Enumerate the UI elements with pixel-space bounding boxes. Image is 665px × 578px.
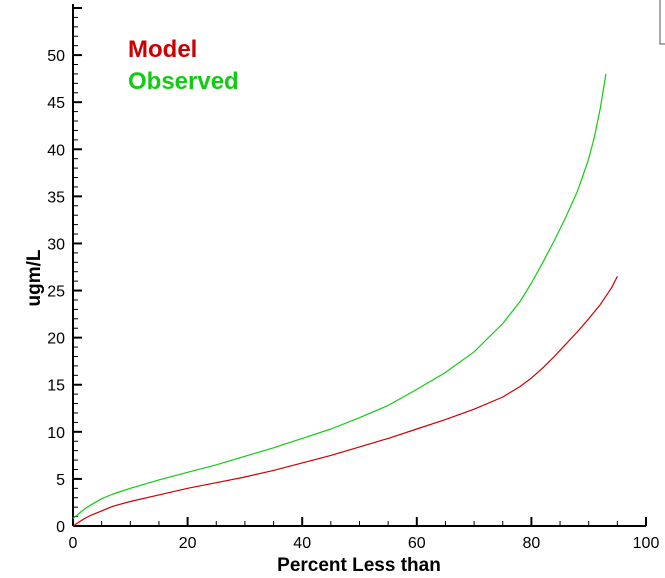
- y-tick-label: 40: [47, 142, 65, 159]
- x-axis-title: Percent Less than: [277, 555, 441, 576]
- x-tick-label: 100: [633, 535, 660, 552]
- y-tick-label: 25: [47, 284, 65, 301]
- y-axis-title: ugm/L: [24, 249, 45, 306]
- x-tick-label: 20: [179, 535, 197, 552]
- legend-item-model: Model: [128, 36, 197, 63]
- y-tick-label: 5: [56, 472, 65, 489]
- axes: [72, 4, 647, 527]
- y-tick-label: 0: [56, 519, 65, 536]
- tick-labels: 0 5 10 15 20 25 30 35 40 45 50 0 20 40 60 80 100: [47, 48, 659, 552]
- series-line-observed: [72, 73, 607, 519]
- x-tick-label: 0: [69, 535, 78, 552]
- x-tick-label: 40: [293, 535, 311, 552]
- y-tick-label: 45: [47, 95, 65, 112]
- legend: Model Observed: [128, 36, 239, 95]
- clipped-box-fragment: [659, 0, 665, 45]
- y-tick-label: 10: [47, 425, 65, 442]
- legend-item-observed: Observed: [128, 68, 239, 95]
- y-tick-label: 30: [47, 236, 65, 253]
- series-line-model: [72, 276, 618, 527]
- series-layer: [72, 73, 618, 527]
- y-tick-label: 15: [47, 378, 65, 395]
- x-tick-label: 80: [523, 535, 541, 552]
- y-tick-label: 50: [47, 48, 65, 65]
- x-tick-label: 60: [408, 535, 426, 552]
- y-tick-label: 35: [47, 189, 65, 206]
- y-tick-label: 20: [47, 331, 65, 348]
